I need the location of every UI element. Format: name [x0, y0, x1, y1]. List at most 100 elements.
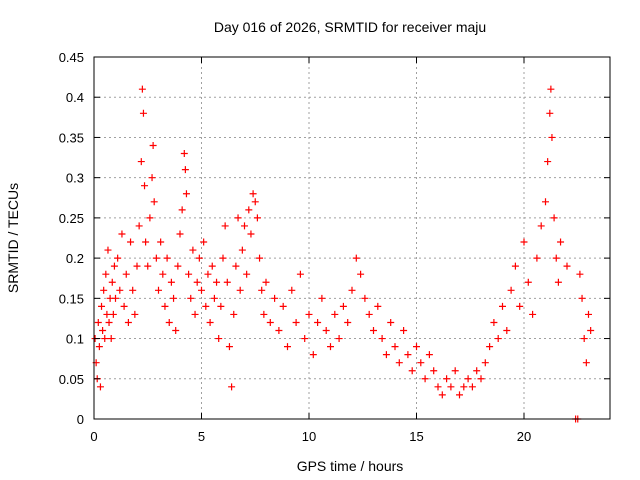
data-point — [176, 230, 184, 238]
data-point — [284, 343, 291, 351]
data-point — [193, 278, 201, 286]
data-point — [157, 238, 165, 246]
data-point — [524, 278, 532, 286]
data-point — [434, 383, 442, 391]
data-point — [464, 375, 472, 383]
data-point — [529, 310, 537, 318]
data-point — [110, 262, 118, 270]
y-tick-label: 0.25 — [59, 211, 84, 226]
data-point — [108, 278, 116, 286]
x-tick-label: 0 — [90, 429, 97, 444]
data-point — [98, 302, 106, 310]
data-point — [296, 270, 304, 278]
data-point — [516, 302, 524, 310]
data-point — [241, 222, 248, 230]
y-axis-label: SRMTID / TECUs — [5, 183, 21, 293]
data-point — [533, 254, 541, 262]
data-point — [258, 286, 266, 294]
y-tick-label: 0.05 — [59, 372, 84, 387]
data-point — [400, 327, 408, 335]
data-point — [473, 367, 481, 375]
data-point — [408, 367, 416, 375]
data-point — [292, 318, 300, 326]
data-point — [348, 286, 356, 294]
data-point — [146, 214, 154, 222]
data-point — [118, 230, 126, 238]
data-point — [327, 343, 334, 351]
data-point — [322, 327, 330, 335]
data-point — [537, 222, 545, 230]
data-point — [103, 310, 111, 318]
data-point — [152, 254, 160, 262]
data-point — [122, 270, 130, 278]
data-point — [305, 310, 313, 318]
y-tick-label: 0 — [77, 412, 84, 427]
x-tick-label: 5 — [198, 429, 205, 444]
data-point — [206, 318, 214, 326]
data-point — [309, 351, 317, 359]
data-point — [344, 318, 352, 326]
data-point — [318, 294, 326, 302]
data-point — [230, 310, 238, 318]
data-point — [557, 238, 565, 246]
data-point — [262, 278, 270, 286]
data-point — [511, 262, 519, 270]
data-point — [378, 335, 386, 343]
data-point — [137, 158, 145, 166]
data-point — [404, 351, 412, 359]
data-point — [150, 198, 158, 206]
data-point — [178, 206, 186, 214]
data-point — [129, 286, 137, 294]
data-point — [578, 294, 586, 302]
data-point — [387, 318, 395, 326]
data-point — [109, 310, 117, 318]
data-point — [576, 270, 584, 278]
data-point — [520, 238, 528, 246]
data-point — [149, 141, 157, 149]
data-point — [447, 383, 455, 391]
data-point — [301, 335, 309, 343]
data-point — [127, 238, 135, 246]
data-point — [133, 262, 141, 270]
data-point — [486, 343, 494, 351]
data-point — [172, 327, 180, 335]
data-point — [494, 335, 502, 343]
data-point — [554, 278, 562, 286]
data-point — [180, 150, 188, 158]
x-tick-label: 15 — [409, 429, 423, 444]
x-axis-label: GPS time / hours — [297, 458, 404, 474]
plot-frame — [93, 56, 611, 420]
y-tick-label: 0.1 — [66, 332, 84, 347]
data-point — [481, 359, 489, 367]
data-point — [187, 294, 195, 302]
data-point — [430, 367, 438, 375]
data-point — [552, 254, 560, 262]
data-point — [159, 270, 167, 278]
data-point — [215, 335, 223, 343]
data-point — [116, 286, 124, 294]
data-point — [95, 343, 103, 351]
data-point — [210, 294, 218, 302]
y-tick-label: 0.15 — [59, 291, 84, 306]
data-point — [460, 383, 468, 391]
data-point — [314, 318, 322, 326]
data-point — [105, 318, 113, 326]
y-tick-label: 0.4 — [66, 90, 84, 105]
data-point — [170, 294, 178, 302]
data-point — [189, 246, 197, 254]
data-point — [120, 302, 128, 310]
data-point — [374, 302, 382, 310]
data-point — [225, 343, 233, 351]
data-point — [124, 318, 132, 326]
data-point — [94, 318, 102, 326]
data-point — [182, 190, 190, 198]
data-point — [331, 310, 339, 318]
data-point — [185, 270, 193, 278]
data-point — [236, 286, 244, 294]
data-point — [279, 302, 287, 310]
data-point — [96, 383, 104, 391]
data-point — [546, 109, 554, 117]
y-tick-label: 0.45 — [59, 50, 84, 65]
data-point — [219, 254, 227, 262]
